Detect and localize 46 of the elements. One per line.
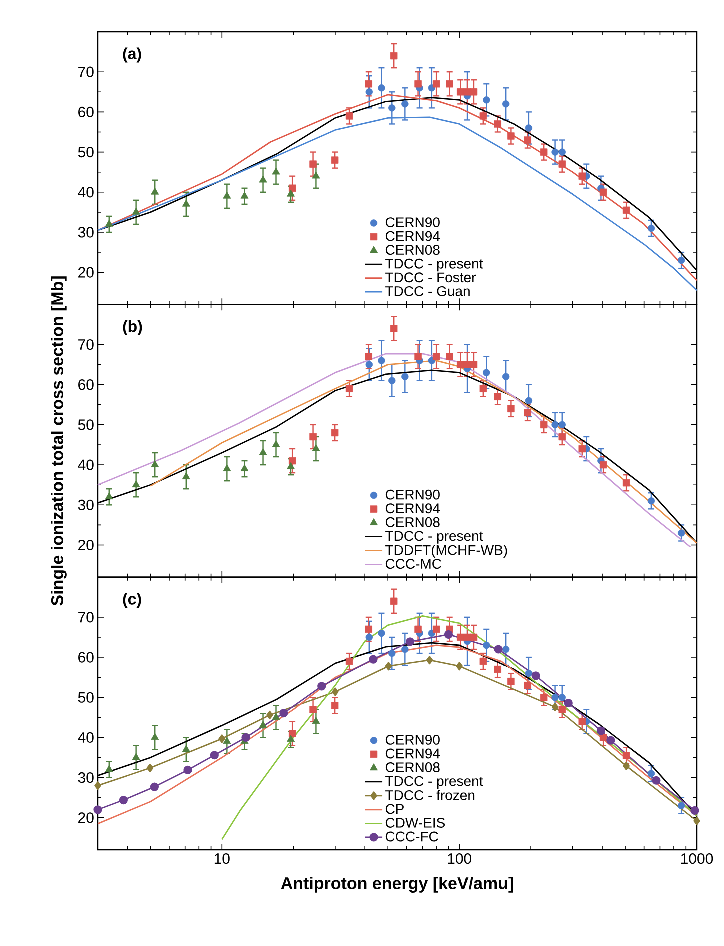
y-tick-label: 60	[78, 652, 94, 663]
x-tick-label: 1000	[681, 854, 714, 864]
y-tick-label: 50	[78, 692, 94, 703]
annotation: (b)	[123, 320, 142, 336]
legend-label: CERN90	[386, 490, 440, 500]
y-tick-label: 60	[78, 106, 94, 118]
annotation: (c)	[123, 593, 142, 608]
y-tick-label: 20	[78, 540, 94, 551]
legend-label: CERN90	[386, 735, 440, 745]
y-axis-title: Single ionization total cross section [Mb]	[51, 276, 67, 606]
y-tick-label: 70	[78, 339, 94, 350]
x-tick-label: 100	[448, 854, 472, 864]
legend-label: TDCC - frozen	[386, 790, 475, 800]
legend-label: CERN90	[386, 218, 440, 228]
legend-label: CERN08	[386, 245, 440, 256]
legend-label: CERN08	[386, 762, 440, 772]
legend-label: CERN94	[386, 231, 440, 242]
legend-label: TDCC - present	[386, 531, 484, 544]
legend-label: TDCC - present	[386, 776, 484, 790]
y-tick-label: 30	[78, 772, 94, 784]
y-tick-label: 40	[78, 187, 94, 198]
y-tick-label: 70	[78, 66, 94, 78]
y-tick-label: 40	[78, 460, 94, 470]
y-tick-label: 70	[78, 612, 94, 623]
y-tick-label: 30	[78, 227, 94, 238]
legend-label: CP	[386, 804, 404, 814]
y-tick-label: 60	[78, 380, 94, 390]
y-tick-label: 20	[78, 812, 94, 824]
legend-label: CDW-EIS	[386, 818, 446, 828]
y-tick-label: 50	[78, 146, 94, 158]
legend-label: TDCC - Guan	[386, 286, 470, 296]
y-tick-label: 20	[78, 267, 94, 278]
legend-label: CERN08	[386, 517, 440, 528]
y-tick-label: 50	[78, 420, 94, 430]
legend-label: TDCC - present	[386, 258, 484, 272]
y-tick-label: 40	[78, 732, 94, 744]
legend-label: CERN94	[386, 748, 440, 759]
y-tick-label: 30	[78, 500, 94, 510]
x-axis-title: Antiproton energy [keV/amu]	[281, 877, 514, 893]
x-tick-label: 10	[214, 854, 230, 864]
legend-label: CCC-MC	[386, 559, 442, 570]
legend-label: TDCC - Foster	[386, 272, 476, 283]
legend-label: CERN94	[386, 504, 440, 514]
legend-label: CCC-FC	[386, 832, 438, 842]
legend-label: TDDFT(MCHF-WB)	[386, 544, 508, 558]
annotation: (a)	[123, 48, 142, 63]
